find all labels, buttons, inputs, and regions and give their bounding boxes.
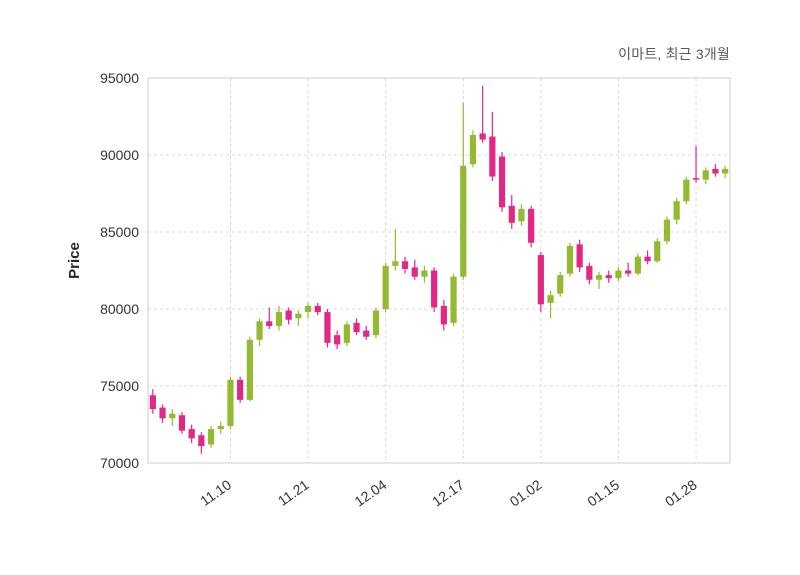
x-tick-label: 01.02 <box>507 476 545 509</box>
bear-candle-body <box>324 312 331 343</box>
bull-candle-body <box>372 310 380 336</box>
y-tick-label: 75000 <box>100 378 139 394</box>
bear-candle-body <box>159 407 166 419</box>
y-tick-label: 80000 <box>100 301 139 317</box>
bear-candle-body <box>440 305 447 325</box>
bear-candle-body <box>586 265 593 280</box>
bull-candle-body <box>450 276 457 323</box>
x-tick-label: 01.28 <box>662 476 700 509</box>
bull-candle-body <box>557 275 564 294</box>
bull-candle-body <box>634 256 641 274</box>
bull-candle-body <box>702 170 709 180</box>
bear-candle-body <box>178 415 186 431</box>
bull-candle-body <box>663 219 671 242</box>
bull-candle-body <box>227 379 234 427</box>
bear-candle-body <box>198 435 205 447</box>
bull-candle-body <box>722 168 729 174</box>
bear-candle-body <box>285 310 292 320</box>
bear-candle-body <box>314 305 321 313</box>
bear-candle-body <box>576 244 583 268</box>
bear-candle-body <box>237 379 244 400</box>
bear-candle-body <box>692 178 700 180</box>
bear-candle-body <box>334 335 341 345</box>
bear-candle-body <box>625 270 632 274</box>
y-axis-label: Price <box>65 242 83 279</box>
bull-candle-body <box>382 265 389 309</box>
bull-candle-body <box>421 270 428 277</box>
x-tick-label: 11.10 <box>197 476 234 509</box>
bear-candle-body <box>605 275 612 279</box>
bull-candle-body <box>304 305 312 313</box>
bull-candle-body <box>683 179 690 202</box>
bear-candle-body <box>489 136 496 177</box>
bull-candle-body <box>217 426 224 430</box>
bull-candle-body <box>169 413 176 419</box>
y-tick-label: 95000 <box>100 70 139 86</box>
bull-candle-body <box>673 201 680 220</box>
plot-border <box>147 77 731 464</box>
bull-candle-body <box>518 208 525 222</box>
bull-candle-body <box>547 295 554 303</box>
x-tick-label: 12.04 <box>351 476 389 509</box>
bear-candle-body <box>353 322 360 333</box>
bear-candle-body <box>644 256 651 262</box>
bear-candle-body <box>363 330 370 337</box>
bear-candle-body <box>712 168 719 174</box>
bear-candle-body <box>431 270 438 308</box>
bear-candle-body <box>411 267 418 277</box>
bull-candle-body <box>615 270 622 279</box>
y-tick-label: 85000 <box>100 224 139 240</box>
bull-candle-body <box>595 275 603 280</box>
bear-candle-body <box>528 208 535 243</box>
bear-candle-body <box>266 321 273 326</box>
bear-candle-body <box>149 395 156 410</box>
bear-candle-body <box>537 255 544 305</box>
x-tick-label: 12.17 <box>429 476 467 509</box>
bear-candle-body <box>401 261 409 269</box>
bear-candle-body <box>498 156 506 208</box>
bull-candle-body <box>343 324 350 343</box>
bull-candle-body <box>207 429 215 445</box>
bull-candle-body <box>566 245 574 274</box>
chart-title: 이마트, 최근 3개월 <box>618 46 730 62</box>
bull-candle-body <box>469 134 477 165</box>
bear-candle-body <box>479 133 486 140</box>
bull-candle-body <box>295 313 302 319</box>
bull-candle-body <box>256 321 263 340</box>
bull-candle-body <box>275 312 283 326</box>
y-tick-label: 90000 <box>100 147 139 163</box>
bull-candle-body <box>460 165 467 277</box>
bull-candle-body <box>246 339 253 400</box>
bear-candle-body <box>508 205 515 223</box>
y-tick-label: 70000 <box>100 455 139 471</box>
x-tick-label: 01.15 <box>584 476 622 509</box>
bear-candle-body <box>188 429 195 439</box>
bull-candle-body <box>392 261 399 266</box>
x-tick-label: 11.21 <box>275 476 312 509</box>
bull-candle-body <box>654 241 661 262</box>
